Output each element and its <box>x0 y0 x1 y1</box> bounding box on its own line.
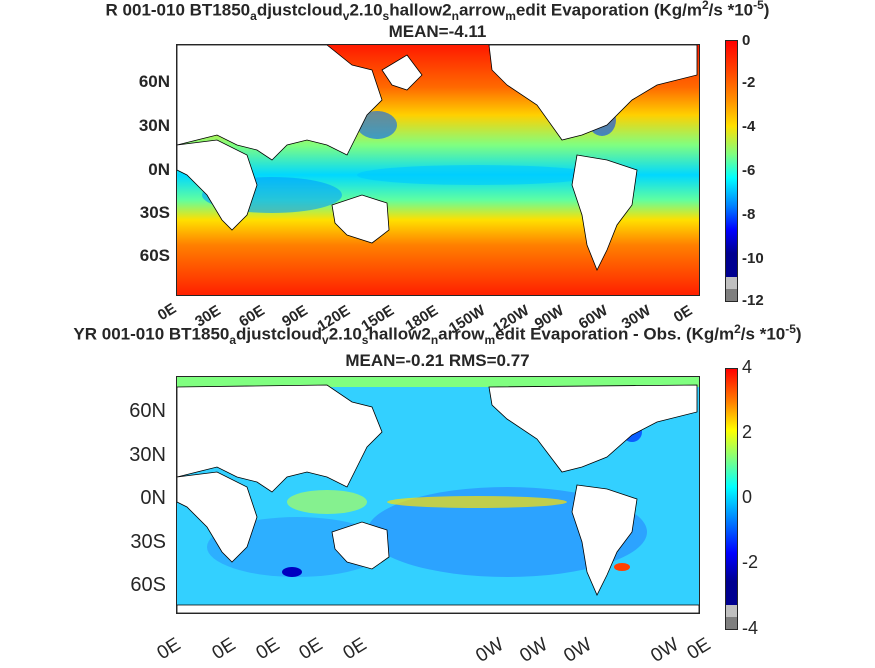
lon-label: 0E <box>208 634 240 665</box>
panel1-lat-60n: 60N <box>138 72 170 91</box>
lon-label: 0E <box>252 634 284 665</box>
panel2-title: YR 001-010 BT1850adjustcloudv2.10shallow… <box>73 322 802 348</box>
panel2-cbar-tick: 4 <box>742 357 753 377</box>
panel2-subtitle: MEAN=-0.21 RMS=0.77 <box>345 351 530 370</box>
lon-label: 0W <box>647 634 683 667</box>
panel1-cbar-tick: -8 <box>742 206 756 223</box>
land-masses <box>177 384 699 613</box>
land-masses <box>177 45 698 271</box>
lon-label: 0E <box>339 634 371 665</box>
panel1-cbar-tick: -2 <box>742 74 756 91</box>
panel2-map <box>176 376 700 614</box>
lon-label: 0E <box>295 634 327 665</box>
panel1-cbar-tick: -4 <box>742 118 756 135</box>
panel1-cbar-tick: -10 <box>742 250 764 267</box>
panel2-lat-60n: 60N <box>129 400 166 422</box>
panel1-title: R 001-010 BT1850adjustcloudv2.10shallow2… <box>105 0 770 24</box>
panel2-lat-30s: 30S <box>130 531 166 553</box>
panel2-colorbar <box>725 368 738 630</box>
panel1-lat-0n: 0N <box>148 160 170 179</box>
lon-label: 0W <box>516 634 552 667</box>
panel2-cbar-tick: 2 <box>742 422 753 442</box>
panel2-cbar-tick: -2 <box>742 552 759 572</box>
panel1-cbar-tick: 0 <box>742 32 751 49</box>
panel1-lat-30n: 30N <box>138 116 170 135</box>
panel1-subtitle: MEAN=-4.11 <box>388 22 487 41</box>
panel2-cbar-tick: -4 <box>742 618 759 638</box>
lon-label: 0E <box>683 634 715 665</box>
panel1-lat-30s: 30S <box>139 203 170 222</box>
lon-label: 0W <box>560 634 596 667</box>
lon-label: 0E <box>153 634 185 665</box>
panel1-map <box>176 44 700 296</box>
panel1-cbar-tick: -12 <box>742 292 764 309</box>
panel2-cbar-tick: 0 <box>742 487 753 507</box>
lon-label: 0W <box>472 634 508 667</box>
panel1-cbar-tick: -6 <box>742 162 756 179</box>
panel2-lat-60s: 60S <box>130 574 166 596</box>
lon-label: 0E <box>154 300 180 325</box>
panel2-lat-30n: 30N <box>129 444 166 466</box>
panel1-lat-60s: 60S <box>139 246 170 265</box>
panel1-colorbar <box>725 40 738 302</box>
panel2-lat-0n: 0N <box>140 487 166 509</box>
